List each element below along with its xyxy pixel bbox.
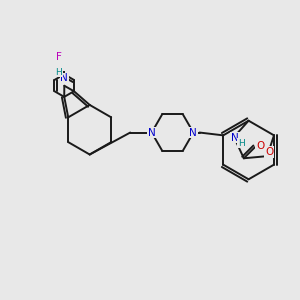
Text: N: N	[190, 128, 197, 137]
Text: O: O	[265, 147, 274, 157]
Text: O: O	[256, 141, 264, 151]
Text: N: N	[148, 128, 155, 137]
Text: H: H	[238, 139, 245, 148]
Text: F: F	[56, 52, 62, 62]
Text: N: N	[60, 74, 68, 83]
Text: N: N	[231, 133, 239, 142]
Text: H: H	[55, 68, 62, 77]
